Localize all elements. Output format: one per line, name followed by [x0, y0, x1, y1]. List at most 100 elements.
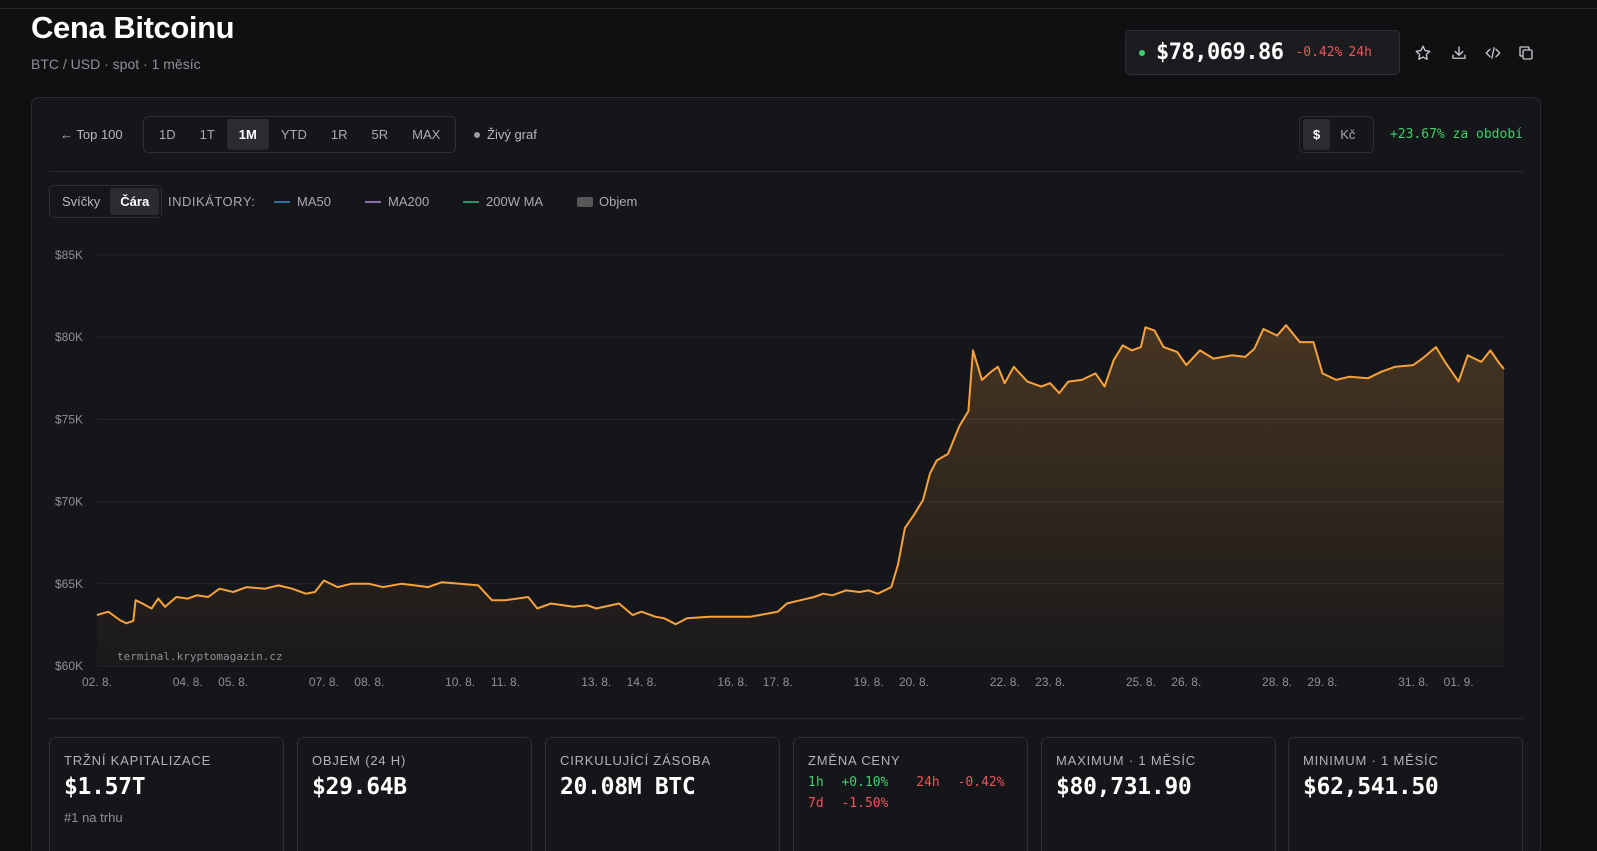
stat-rank: #1 na trhu — [64, 810, 123, 825]
indicator-200w-ma-label: 200W MA — [486, 194, 544, 209]
range-1d-button[interactable]: 1D — [159, 127, 176, 142]
top-border — [0, 8, 1597, 9]
stat-label: MAXIMUM · 1 MĚSÍC — [1056, 753, 1196, 768]
stat-circulating-supply: CIRKULUJÍCÍ ZÁSOBA 20.08M BTC — [545, 737, 780, 851]
period-change: +23.67% za období — [1389, 127, 1523, 142]
y-tick-label: $85K — [55, 248, 83, 262]
range-1m-button[interactable]: 1M — [226, 119, 269, 150]
change-row: 1h +0.10% 24h -0.42% — [808, 775, 1025, 790]
x-tick-label: 05. 8. — [218, 675, 248, 689]
price-change-value: -0.42% — [1295, 45, 1343, 60]
range-ytd-button[interactable]: YTD — [280, 127, 307, 142]
stat-label: ZMĚNA CENY — [808, 753, 901, 768]
copy-icon[interactable] — [1515, 42, 1537, 64]
toolbar-divider — [49, 171, 1523, 172]
currency-usd-button[interactable]: $ — [1303, 119, 1331, 150]
stat-label: MINIMUM · 1 MĚSÍC — [1303, 753, 1439, 768]
live-price-box: $78,069.86 -0.42% 24h — [1125, 30, 1400, 75]
stat-label: CIRKULUJÍCÍ ZÁSOBA — [560, 753, 711, 768]
page-subtitle: BTC / USD · spot · 1 měsíc — [31, 56, 201, 72]
live-graph-dot-icon — [474, 131, 480, 138]
indicator-volume-label: Objem — [599, 194, 638, 209]
x-tick-label: 20. 8. — [899, 675, 929, 689]
x-tick-label: 25. 8. — [1126, 675, 1156, 689]
star-icon[interactable] — [1412, 42, 1434, 64]
x-tick-label: 23. 8. — [1035, 675, 1065, 689]
current-price: $78,069.86 — [1156, 40, 1284, 65]
x-tick-label: 26. 8. — [1171, 675, 1201, 689]
stat-value: $29.64B — [312, 774, 407, 800]
range-5y-button[interactable]: 5R — [371, 127, 389, 142]
indicator-ma200-toggle[interactable]: MA200 — [365, 194, 429, 209]
candles-button[interactable]: Svíčky — [62, 194, 101, 209]
stat-price-change: ZMĚNA CENY 1h +0.10% 24h -0.42% 7d -1.50… — [793, 737, 1028, 851]
code-icon[interactable] — [1482, 42, 1504, 64]
volume-swatch — [577, 196, 593, 207]
live-indicator-icon — [1139, 49, 1145, 56]
stat-value: $80,731.90 — [1056, 774, 1192, 800]
change-7d: 7d -1.50% — [808, 796, 889, 811]
range-1y-button[interactable]: 1R — [330, 127, 348, 142]
price-change-24h: -0.42% 24h — [1295, 45, 1377, 60]
ma50-swatch — [274, 200, 290, 203]
stat-month-max: MAXIMUM · 1 MĚSÍC $80,731.90 — [1041, 737, 1276, 851]
price-chart[interactable]: $85K $80K $75K $70K $65K $60K 02. 8. 04. 8. 05.… — [0, 240, 1597, 700]
stat-month-min: MINIMUM · 1 MĚSÍC $62,541.50 — [1288, 737, 1523, 851]
indicator-ma200-label: MA200 — [388, 194, 430, 209]
x-tick-label: 04. 8. — [173, 675, 203, 689]
live-graph-toggle[interactable]: Živý graf — [474, 127, 537, 142]
y-tick-label: $65K — [55, 577, 83, 591]
stat-value: 20.08M BTC — [560, 774, 696, 800]
back-to-top100-link[interactable]: ← Top 100 — [60, 127, 123, 142]
x-tick-label: 13. 8. — [581, 675, 611, 689]
download-icon[interactable] — [1448, 42, 1470, 64]
time-range-selector: 1D 1T 1M YTD 1R 5R MAX — [143, 116, 457, 153]
x-tick-label: 28. 8. — [1262, 675, 1292, 689]
x-tick-label: 16. 8. — [717, 675, 747, 689]
200w-ma-swatch — [463, 200, 479, 203]
change-1h: 1h +0.10% — [808, 775, 889, 790]
x-tick-label: 07. 8. — [309, 675, 339, 689]
x-tick-label: 31. 8. — [1398, 675, 1428, 689]
x-tick-label: 11. 8. — [491, 675, 520, 689]
stat-label: TRŽNÍ KAPITALIZACE — [64, 753, 212, 768]
indicator-200w-ma-toggle[interactable]: 200W MA — [463, 194, 543, 209]
stat-market-cap: TRŽNÍ KAPITALIZACE $1.57T #1 na trhu — [49, 737, 284, 851]
x-tick-label: 14. 8. — [627, 675, 657, 689]
range-1w-button[interactable]: 1T — [199, 127, 215, 142]
x-tick-label: 08. 8. — [354, 675, 384, 689]
change-24h: 24h -0.42% — [916, 775, 1005, 790]
y-tick-label: $60K — [55, 659, 83, 673]
stat-value: $62,541.50 — [1303, 774, 1439, 800]
range-max-button[interactable]: MAX — [412, 127, 441, 142]
chart-watermark: terminal.kryptomagazin.cz — [117, 650, 283, 663]
y-tick-label: $75K — [55, 412, 83, 426]
stat-label: OBJEM (24 H) — [312, 753, 407, 768]
indicator-ma50-toggle[interactable]: MA50 — [274, 194, 331, 209]
x-tick-label: 22. 8. — [990, 675, 1020, 689]
y-tick-label: $80K — [55, 330, 83, 344]
x-tick-label: 02. 8. — [82, 675, 112, 689]
price-area — [97, 325, 1504, 666]
page-title: Cena Bitcoinu — [31, 10, 235, 45]
price-line — [96, 324, 1505, 626]
stat-value: $1.57T — [64, 774, 146, 800]
currency-selector: $ Kč — [1299, 116, 1374, 153]
line-button[interactable]: Čára — [110, 188, 160, 215]
x-tick-label: 29. 8. — [1307, 675, 1337, 689]
x-tick-label: 01. 9. — [1444, 675, 1474, 689]
currency-czk-button[interactable]: Kč — [1340, 127, 1356, 142]
x-tick-label: 10. 8. — [445, 675, 475, 689]
live-graph-label: Živý graf — [487, 127, 537, 142]
x-tick-label: 17. 8. — [763, 675, 793, 689]
chart-type-selector: Svíčky Čára — [49, 185, 163, 218]
indicator-ma50-label: MA50 — [297, 194, 331, 209]
change-row: 7d -1.50% — [808, 796, 908, 811]
indicators-label: INDIKÁTORY: — [168, 194, 256, 209]
stats-divider — [49, 718, 1523, 719]
indicator-volume-toggle[interactable]: Objem — [577, 194, 637, 209]
price-change-period: 24h — [1348, 45, 1372, 60]
ma200-swatch — [365, 200, 381, 203]
y-tick-label: $70K — [55, 495, 83, 509]
stat-volume-24h: OBJEM (24 H) $29.64B — [297, 737, 532, 851]
